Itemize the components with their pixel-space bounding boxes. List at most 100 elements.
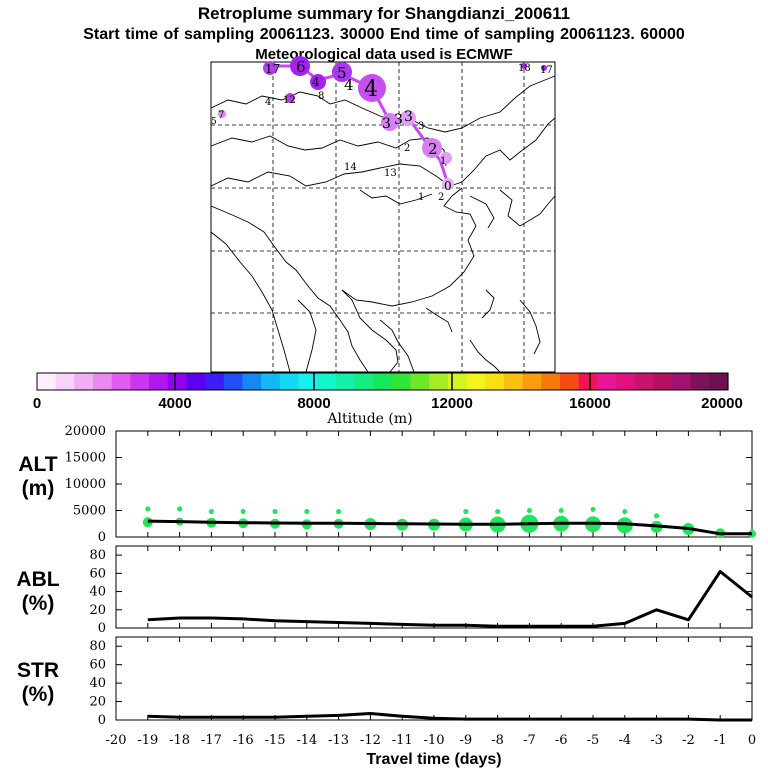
colorbar-cell (111, 373, 131, 390)
y-tick-label: 20000 (65, 424, 106, 439)
y-axis-label: ABL (16, 568, 59, 591)
x-tick-label: -18 (169, 733, 190, 748)
panel-frame (115, 636, 753, 721)
plume-label: 7 (218, 110, 224, 121)
x-tick-label: -1 (714, 733, 727, 748)
plume-label: 3 (394, 112, 403, 128)
y-tick-label: 10000 (65, 477, 106, 492)
plume-circle (400, 110, 416, 126)
series-line (147, 712, 752, 722)
colorbar-cell (93, 373, 113, 390)
plume-circle (422, 138, 442, 158)
plume-label: 12 (283, 95, 296, 106)
plume-circle (290, 56, 310, 76)
altitude-top-dot (526, 508, 532, 513)
x-axis-label: Travel time (days) (366, 751, 501, 768)
altitude-top-dot (272, 509, 278, 515)
y-axis-label: ALT (18, 453, 57, 476)
plume-circle (358, 74, 386, 102)
sampling-time-range: Start time of sampling 20061123. 30000 E… (83, 26, 685, 43)
y-axis-unit: (%) (22, 592, 55, 615)
plume-label: 17 (540, 65, 553, 76)
plume-label: 2 (438, 192, 444, 203)
colorbar-cell (149, 373, 169, 390)
colorbar-cell (653, 373, 673, 390)
colorbar-cell (242, 373, 262, 390)
plume-circle (285, 93, 295, 103)
plume-label: 13 (384, 168, 397, 179)
altitude-top-dot (590, 506, 596, 512)
y-tick-label: 0 (98, 621, 106, 636)
plume-label: 2 (428, 140, 438, 158)
plume-circle (442, 178, 454, 190)
x-tick-label: -12 (360, 733, 381, 748)
colorbar-cell (447, 373, 468, 390)
colorbar-cell (634, 373, 654, 390)
x-tick-label: -15 (265, 733, 286, 748)
y-tick-label: 5000 (73, 504, 106, 519)
colorbar-cell (37, 373, 57, 390)
colorbar-cell (205, 373, 225, 390)
y-tick-label: 60 (89, 658, 106, 673)
colorbar-frame (36, 372, 729, 391)
colorbar-cell (391, 373, 412, 390)
plume-labels: 17 6 5 4 4 4 3 3 3 3 2 2 0 18 17 12 8 7 … (211, 58, 553, 203)
altitude-top-dot (558, 508, 564, 513)
y-tick-label: 80 (89, 548, 106, 563)
colorbar-cell (354, 373, 374, 390)
colorbar-cell (373, 373, 393, 390)
altitude-top-dot (304, 509, 310, 515)
altitude-top-dot (177, 506, 183, 512)
colorbar-cell (690, 373, 710, 390)
colorbar-tick-label: 16000 (569, 395, 611, 412)
colorbar-cell (223, 373, 244, 390)
x-tick-label: -8 (491, 733, 504, 748)
colorbar-cell (55, 373, 75, 390)
plume-label: 14 (344, 162, 357, 173)
chart-title: Retroplume summary for Shangdianzi_20061… (197, 4, 571, 23)
retroplume-map: 17 6 5 4 4 4 3 3 3 3 2 2 0 18 17 12 8 7 … (210, 56, 556, 373)
y-tick-label: 20 (89, 603, 106, 618)
colorbar-cell (709, 373, 729, 390)
colorbar-tick-label: 0 (33, 395, 41, 412)
plume-label: 0 (444, 179, 452, 193)
y-tick-label: 20 (89, 695, 106, 710)
series-line (147, 519, 752, 536)
colorbar-cell (74, 373, 94, 390)
x-tick-label: -13 (328, 733, 349, 748)
colorbar-cell (317, 373, 337, 390)
altitude-top-dot (208, 509, 214, 515)
x-tick-label: -7 (523, 733, 536, 748)
panel-alt: 20000 15000 10000 5000 0 ALT(m) (18, 424, 756, 545)
plume-label: 5 (211, 117, 217, 127)
colorbar-cell (522, 373, 542, 390)
y-axis-label: STR (17, 659, 59, 682)
colorbar-cell (597, 373, 617, 390)
plume-label: 4 (344, 76, 354, 94)
colorbar-cell (503, 373, 524, 390)
altitude-top-dot (463, 509, 469, 515)
x-tick-label: -5 (587, 733, 600, 748)
plume-circle (310, 74, 326, 90)
x-tick-label: -11 (392, 733, 413, 748)
colorbar-cell (615, 373, 636, 390)
altitude-top-dot (622, 509, 628, 515)
plume-label: 3 (418, 121, 424, 132)
colorbar-cell (541, 373, 561, 390)
y-tick-label: 60 (89, 566, 106, 581)
plume-label: 4 (265, 97, 271, 108)
x-tick-label: -6 (555, 733, 568, 748)
plume-circle (218, 110, 226, 118)
altitude-top-dot (654, 513, 660, 519)
x-tick-label: 0 (748, 733, 756, 748)
altitude-top-dot (240, 509, 246, 515)
colorbar-cells (37, 373, 729, 390)
colorbar-cell (298, 373, 318, 390)
y-axis-unit: (m) (22, 477, 55, 500)
x-tick-label: -2 (682, 733, 695, 748)
plume-label: 6 (296, 58, 306, 76)
y-tick-label: 40 (89, 676, 106, 691)
colorbar-tick-labels: 0 4000 8000 12000 16000 20000 (33, 395, 743, 412)
plume-circle (332, 62, 352, 82)
